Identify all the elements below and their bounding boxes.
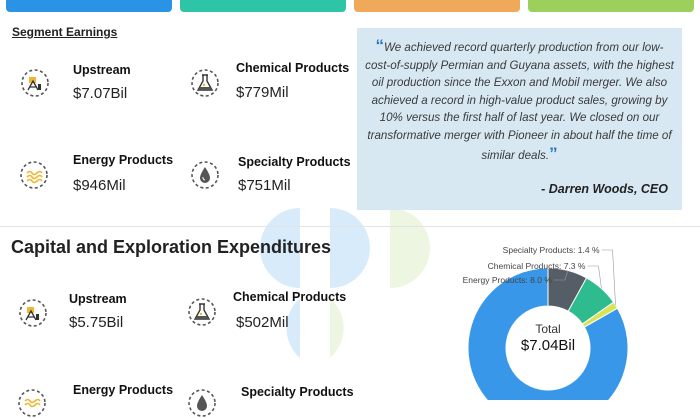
segment-energy-value: $946Mil [73,177,126,194]
oil-pump-icon [19,299,47,327]
fire-icon [20,161,48,189]
donut-center-value: $7.04Bil [520,337,576,354]
segment-specialty-value: $751Mil [238,177,291,194]
open-quote-mark: “ [375,36,385,55]
capex-specialty-name: Specialty Products [241,385,354,399]
top-bar-segment-3 [354,0,520,12]
drop-icon [191,161,219,189]
donut-leader-line [587,265,602,289]
ceo-quote-box: “We achieved record quarterly production… [357,28,682,210]
top-bar-segment-4 [528,0,694,12]
quote-author: - Darren Woods, CEO [541,182,668,196]
donut-leader-line [553,270,569,281]
watermark-logo [260,208,430,358]
capex-upstream-value: $5.75Bil [69,314,124,331]
top-bar-segment-2 [180,0,346,12]
capex-title: Capital and Exploration Expenditures [11,237,332,257]
fire-icon [18,389,46,417]
segment-energy-name: Energy Products [73,153,174,167]
top-bar-segment-1 [6,0,172,12]
close-quote-mark: ” [549,143,558,163]
segment-upstream-value: $7.07Bil [73,85,128,102]
capex-upstream-name: Upstream [69,292,127,306]
segment-upstream-name: Upstream [73,63,131,77]
donut-slice-upstream [467,267,629,400]
segment-earnings-title: Segment Earnings [12,25,118,39]
quote-text-block: “We achieved record quarterly production… [363,37,676,164]
oil-pump-icon [21,69,49,97]
donut-center-title: Total [535,322,561,336]
quote-text: We achieved record quarterly production … [365,41,674,162]
donut-slice-specialty-products [581,301,619,328]
drop-icon [188,389,216,417]
donut-label-energy-products: Energy Products: 8.0 % [463,275,553,285]
segment-chemical-value: $779Mil [236,84,289,101]
top-color-bar [0,0,700,12]
donut-label-specialty-products: Specialty Products: 1.4 % [503,245,600,255]
flask-icon [191,69,219,97]
section-divider [0,226,700,227]
donut-label-chemical-products: Chemical Products: 7.3 % [488,261,586,271]
segment-chemical-name: Chemical Products [236,61,350,75]
flask-icon [188,298,216,326]
segment-specialty-name: Specialty Products [238,155,351,169]
capex-chemical-name: Chemical Products [233,290,347,304]
donut-leader-line [601,249,616,306]
capex-donut-chart: Energy Products: 8.0 % Chemical Products:… [463,245,629,400]
capex-energy-name: Energy Products [73,383,174,397]
capex-chemical-value: $502Mil [236,314,289,331]
donut-center-label: Total $7.04Bil [500,322,596,354]
